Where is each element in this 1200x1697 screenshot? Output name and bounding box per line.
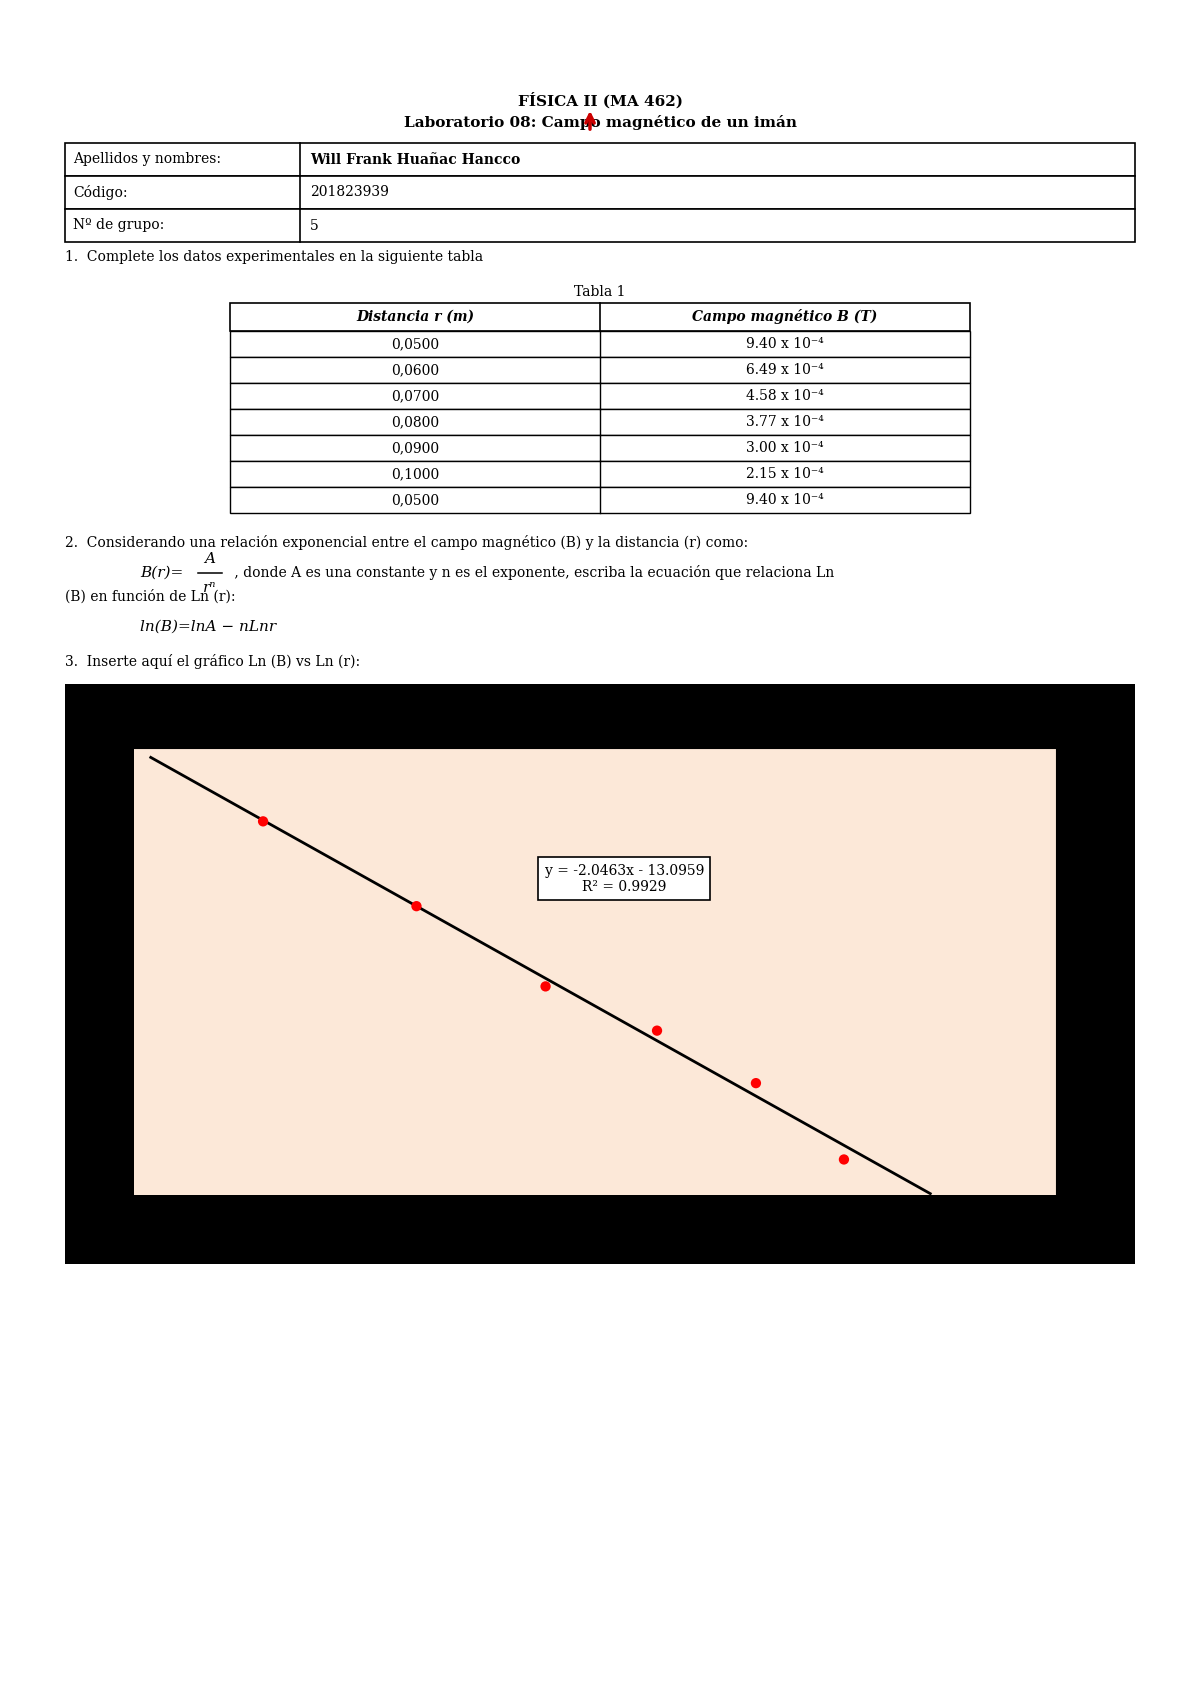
Bar [65,143,1135,176]
Text: 4.58 x 10⁻⁴: 4.58 x 10⁻⁴ [746,389,824,402]
Text: Ln(B) vs Ln(r): Ln(B) vs Ln(r) [523,714,667,731]
Text: 3.00 x 10⁻⁴: 3.00 x 10⁻⁴ [746,441,824,455]
Point [253,808,272,835]
Bar [65,176,1135,209]
Text: 5: 5 [310,219,319,232]
Text: Apellidos y nombres:: Apellidos y nombres: [73,153,221,166]
Bar [230,462,970,487]
Text: FÍSICA II (MA 462): FÍSICA II (MA 462) [517,92,683,109]
Text: Distancia r (m): Distancia r (m) [356,311,474,324]
Point [648,1017,667,1044]
Text: 0,0700: 0,0700 [391,389,439,402]
Text: Nº de grupo:: Nº de grupo: [73,219,164,232]
Text: B(r)=: B(r)= [140,567,184,580]
Text: 6.49 x 10⁻⁴: 6.49 x 10⁻⁴ [746,363,824,377]
Point [834,1145,853,1173]
Text: A: A [204,552,216,567]
Text: 3.  Inserte aquí el gráfico Ln (B) vs Ln (r):: 3. Inserte aquí el gráfico Ln (B) vs Ln … [65,653,360,669]
Text: 1.  Complete los datos experimentales en la siguiente tabla: 1. Complete los datos experimentales en … [65,249,484,265]
Text: 2.  Considerando una relación exponencial entre el campo magnético (B) y la dist: 2. Considerando una relación exponencial… [65,535,748,550]
Text: ln(B)=lnA − nLnr: ln(B)=lnA − nLnr [140,619,276,635]
Bar [230,331,970,356]
Text: 0,0800: 0,0800 [391,416,439,429]
Bar [65,684,1135,1264]
Text: 3.77 x 10⁻⁴: 3.77 x 10⁻⁴ [746,416,824,429]
Text: Ln(B): Ln(B) [94,952,108,996]
Text: 201823939: 201823939 [310,185,389,200]
Bar [230,409,970,434]
Text: Campo magnético B (T): Campo magnético B (T) [692,309,877,324]
Text: Tabla 1: Tabla 1 [575,285,625,299]
Text: 0,1000: 0,1000 [391,467,439,480]
Text: 9.40 x 10⁻⁴: 9.40 x 10⁻⁴ [746,338,824,351]
Text: 0,0500: 0,0500 [391,338,439,351]
Text: rⁿ: rⁿ [203,580,217,596]
Text: 9.40 x 10⁻⁴: 9.40 x 10⁻⁴ [746,494,824,507]
Bar [230,304,970,331]
Point [746,1069,766,1096]
Text: Código:: Código: [73,185,127,200]
Bar [230,384,970,409]
Point [536,972,556,1000]
Bar [65,209,1135,243]
Bar [230,434,970,462]
Bar [230,356,970,384]
Text: , donde A es una constante y n es el exponente, escriba la ecuación que relacion: , donde A es una constante y n es el exp… [230,565,834,580]
Text: Ln(r): Ln(r) [575,1222,614,1235]
Point [407,893,426,920]
Bar [230,487,970,512]
Text: y = -2.0463x - 13.0959
R² = 0.9929: y = -2.0463x - 13.0959 R² = 0.9929 [545,864,704,894]
Text: 0,0500: 0,0500 [391,494,439,507]
Text: 0,0600: 0,0600 [391,363,439,377]
Text: Will Frank Huañac Hancco: Will Frank Huañac Hancco [310,153,521,166]
Text: 2.15 x 10⁻⁴: 2.15 x 10⁻⁴ [746,467,824,480]
Text: 0,0900: 0,0900 [391,441,439,455]
Text: Laboratorio 08: Campo magnético de un imán: Laboratorio 08: Campo magnético de un im… [403,114,797,129]
Text: (B) en función de Ln (r):: (B) en función de Ln (r): [65,589,235,604]
